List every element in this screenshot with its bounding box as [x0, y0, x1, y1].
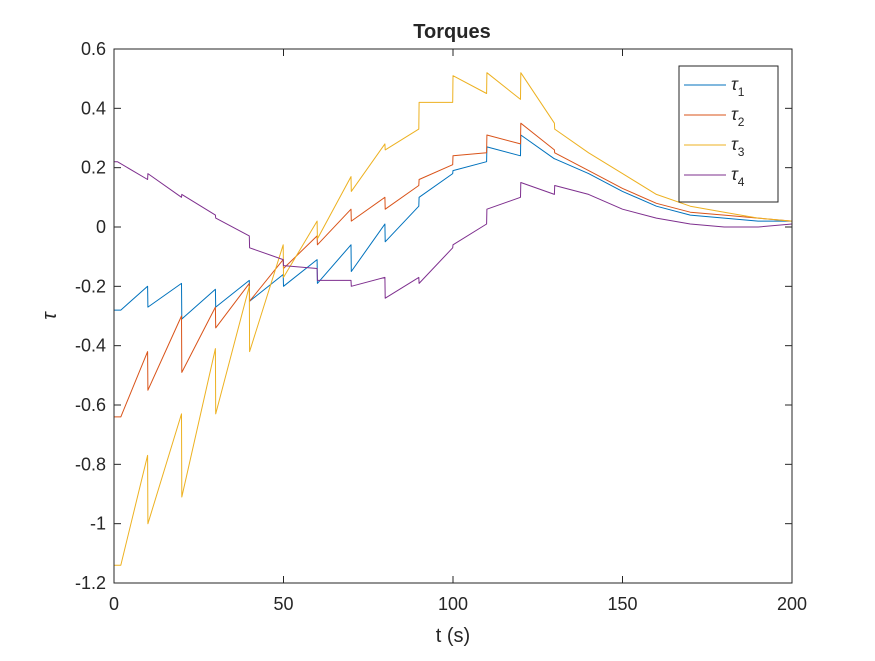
chart-title: Torques: [413, 21, 490, 43]
x-tick-label: 150: [607, 594, 637, 614]
x-tick-label: 200: [777, 594, 807, 614]
x-tick-label: 50: [273, 594, 293, 614]
y-tick-label: -0.2: [75, 276, 106, 296]
y-tick-label: -0.4: [75, 336, 106, 356]
y-tick-label: -0.6: [75, 395, 106, 415]
axis-ticks: 0 50 100 150 200 -1.2 -1 -0.8 -0.6 -0.4 -0.2 0 0.2 0.…: [75, 39, 807, 614]
x-tick-label: 0: [109, 594, 119, 614]
y-tick-label: 0.4: [81, 98, 106, 118]
x-axis-label: t (s): [436, 625, 470, 647]
series-lines: [114, 72, 793, 566]
series-line-tau2: [114, 122, 793, 418]
y-axis-label: τ: [39, 311, 61, 320]
legend: τ1 τ2 τ3 τ4: [678, 65, 779, 203]
y-tick-label: -1.2: [75, 573, 106, 593]
y-tick-label: 0.6: [81, 39, 106, 59]
y-tick-label: -1: [90, 514, 106, 534]
series-line-tau1: [114, 134, 792, 320]
y-tick-label: 0.2: [81, 158, 106, 178]
legend-box: [678, 65, 779, 203]
y-tick-label: 0: [96, 217, 106, 237]
y-tick-label: -0.8: [75, 454, 106, 474]
series-line-tau4: [114, 161, 793, 299]
legend-entry-tau2: τ2: [731, 104, 745, 129]
x-tick-label: 100: [438, 594, 468, 614]
legend-entry-tau3: τ3: [731, 134, 745, 159]
legend-entry-tau1: τ1: [731, 74, 745, 99]
plot-box: [113, 48, 793, 584]
series-line-tau3: [114, 72, 793, 566]
legend-entry-tau4: τ4: [731, 164, 745, 189]
